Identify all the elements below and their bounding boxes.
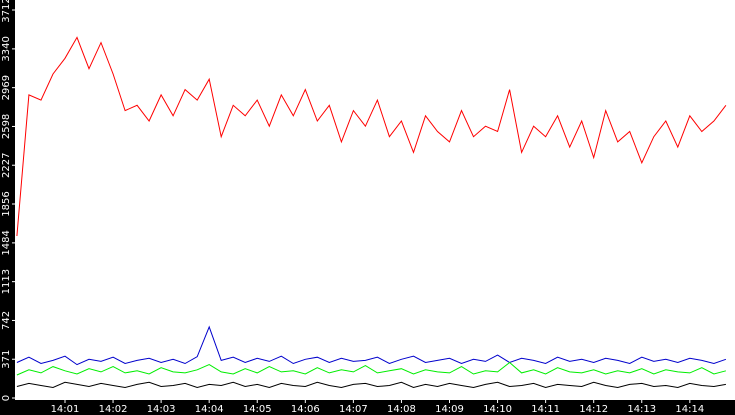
x-tick-label: 14:01 [51, 404, 80, 415]
x-tick-label: 14:09 [435, 404, 464, 415]
x-tick-label: 14:13 [627, 404, 656, 415]
y-tick-label: 371 [1, 350, 12, 369]
x-tick-label: 14:08 [387, 404, 416, 415]
y-tick-label: 1856 [1, 191, 12, 216]
x-tick-label: 14:14 [675, 404, 704, 415]
x-tick-label: 14:10 [483, 404, 512, 415]
x-tick-label: 14:07 [339, 404, 368, 415]
y-axis-strip [0, 0, 15, 415]
y-tick-label: 1484 [1, 230, 12, 255]
y-tick-label: 2227 [1, 152, 12, 177]
series-line [16, 361, 727, 376]
x-tick-label: 14:02 [99, 404, 128, 415]
x-tick-label: 14:06 [291, 404, 320, 415]
y-tick-label: 3340 [1, 36, 12, 61]
x-tick-label: 14:05 [243, 404, 272, 415]
x-tick-label: 14:03 [147, 404, 176, 415]
y-tick-label: 2969 [1, 75, 12, 100]
x-tick-label: 14:12 [579, 404, 608, 415]
x-tick-label: 14:11 [531, 404, 560, 415]
series-line [16, 325, 727, 366]
x-axis-strip [0, 400, 735, 415]
y-tick-label: 1113 [1, 269, 12, 294]
y-tick-label: 0 [1, 395, 12, 401]
y-tick-label: 742 [1, 311, 12, 330]
series-line [16, 36, 727, 237]
series-line [16, 381, 726, 389]
y-tick-label: 3712 [1, 0, 12, 23]
x-tick-label: 14:04 [195, 404, 224, 415]
y-tick-label: 2598 [1, 114, 12, 139]
